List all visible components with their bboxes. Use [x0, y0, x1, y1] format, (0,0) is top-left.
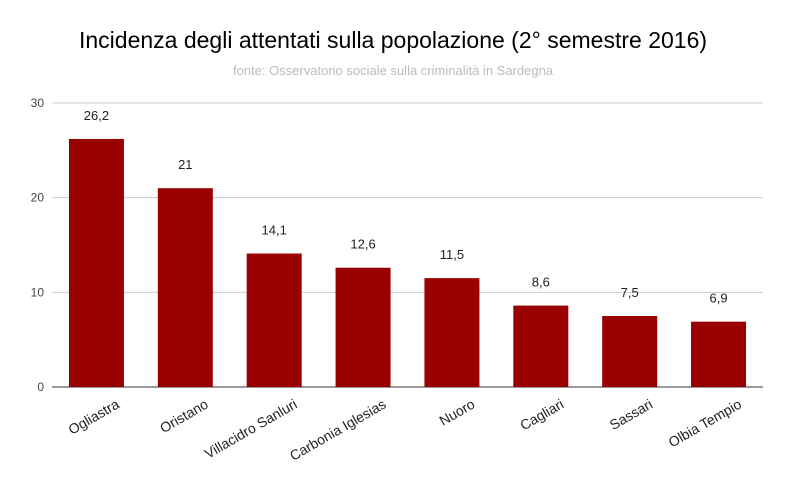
data-label: 11,5: [440, 247, 464, 262]
chart-subtitle: fonte: Osservatorio sociale sulla crimin…: [233, 63, 554, 78]
data-label: 12,6: [350, 237, 375, 252]
chart-title: Incidenza degli attentati sulla popolazi…: [79, 27, 707, 53]
bar: [246, 253, 302, 387]
bar: [68, 138, 124, 387]
y-tick-label: 10: [31, 285, 45, 299]
bar: [335, 267, 391, 387]
data-label: 7,5: [621, 285, 639, 300]
bar: [424, 278, 480, 387]
x-category-label: Nuoro: [436, 396, 477, 429]
x-category-label: Cagliari: [517, 396, 566, 434]
x-category-label: Sassari: [607, 396, 655, 433]
bar: [602, 316, 658, 387]
y-tick-label: 0: [37, 380, 44, 394]
x-category-label: Villacidro Sanluri: [202, 396, 300, 462]
data-label: 6,9: [710, 291, 728, 306]
bar: [157, 188, 213, 387]
data-label: 14,1: [262, 223, 287, 238]
x-category-label: Olbia Tempio: [666, 396, 745, 451]
data-label: 8,6: [532, 275, 550, 290]
data-label: 26,2: [84, 108, 109, 123]
x-category-label: Ogliastra: [65, 396, 122, 438]
bar: [513, 305, 569, 387]
y-tick-label: 30: [31, 96, 45, 110]
data-label: 21: [178, 157, 192, 172]
y-tick-label: 20: [31, 191, 45, 205]
bar: [691, 321, 747, 387]
x-category-label: Oristano: [157, 396, 211, 436]
x-category-label: Carbonia Iglesias: [287, 396, 389, 464]
